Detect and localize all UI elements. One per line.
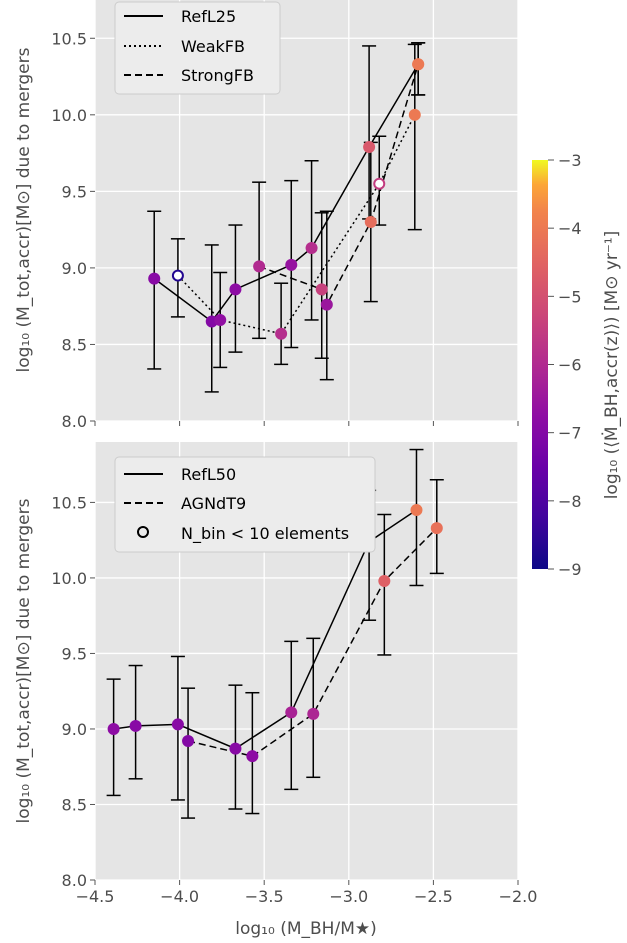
colorbar: −9 −8 −7 −6 −5 −4 −3 log₁₀ (⟨Ṁ_BH,accr(z)⟩) [M… xyxy=(532,151,622,579)
x-tick-label: −3.5 xyxy=(245,887,284,906)
x-axis-label: log₁₀ (M_BH/M★) xyxy=(235,919,376,939)
data-point-strongfb xyxy=(320,298,333,311)
data-point-strongfb xyxy=(364,215,377,228)
colorbar-tick-label: −4 xyxy=(558,219,582,238)
legend-label-refl25: RefL25 xyxy=(181,7,236,26)
y-tick-label: 8.0 xyxy=(62,412,87,431)
data-point-refl25 xyxy=(148,272,161,285)
data-point-agndt9 xyxy=(378,574,391,587)
bottom-x-ticks: −4.5 −4.0 −3.5 −3.0 −2.5 −2.0 xyxy=(76,880,538,906)
data-point-refl25 xyxy=(305,242,318,255)
bottom-y-ticks: 8.0 8.5 9.0 9.5 10.0 10.5 xyxy=(51,493,95,890)
data-point-weakfb xyxy=(171,269,184,282)
top-y-ticks: 8.0 8.5 9.0 9.5 10.0 10.5 xyxy=(51,29,95,431)
bottom-gridlines xyxy=(94,442,519,881)
y-tick-label: 9.0 xyxy=(62,720,87,739)
colorbar-tick-label: −6 xyxy=(558,356,582,375)
x-tick-label: −4.5 xyxy=(76,887,115,906)
data-point-weakfb xyxy=(275,327,288,340)
colorbar-label: log₁₀ (⟨Ṁ_BH,accr(z)⟩) [M⊙ yr⁻¹] xyxy=(601,231,622,500)
data-point-refl25 xyxy=(363,140,376,153)
data-point-weakfb xyxy=(408,108,421,121)
y-tick-label: 10.5 xyxy=(51,29,87,48)
colorbar-tick-label: −9 xyxy=(558,560,582,579)
data-point-refl50 xyxy=(229,742,242,755)
y-tick-label: 10.0 xyxy=(51,106,87,125)
bottom-legend: RefL50 AGNdT9 N_bin < 10 elements xyxy=(114,456,376,553)
data-point-refl50 xyxy=(129,719,142,732)
legend-open-marker xyxy=(137,526,149,538)
y-tick-label: 9.5 xyxy=(62,182,87,201)
colorbar-tick-label: −7 xyxy=(558,424,582,443)
bottom-panel: 8.0 8.5 9.0 9.5 10.0 10.5 −4.5 −4.0 −3.5 −3.0 −2.… xyxy=(14,442,537,939)
data-point-refl50 xyxy=(171,718,184,731)
data-point-agndt9 xyxy=(430,522,443,535)
legend-label-agndt9: AGNdT9 xyxy=(181,494,246,513)
y-tick-label: 8.0 xyxy=(62,871,87,890)
y-tick-label: 9.5 xyxy=(62,644,87,663)
data-point-refl50 xyxy=(285,706,298,719)
data-point-refl25 xyxy=(285,258,298,271)
legend-label-weakfb: WeakFB xyxy=(181,37,245,56)
legend-label-strongfb: StrongFB xyxy=(181,66,254,85)
legend-label-refl50: RefL50 xyxy=(181,465,236,484)
colorbar-tick-label: −5 xyxy=(558,287,582,306)
x-tick-label: −4.0 xyxy=(160,887,199,906)
data-point-agndt9 xyxy=(182,735,195,748)
top-legend: RefL25 WeakFB StrongFB xyxy=(114,1,281,95)
bottom-y-axis-label: log₁₀ (M_tot,accr)[M⊙] due to mergers xyxy=(14,498,34,823)
data-point-refl50 xyxy=(107,722,120,735)
top-panel: 8.0 8.5 9.0 9.5 10.0 10.5 log₁₀ (M_tot,accr)[… xyxy=(14,0,519,431)
data-point-refl25 xyxy=(229,283,242,296)
x-tick-label: −3.0 xyxy=(329,887,368,906)
data-point-agndt9 xyxy=(307,707,320,720)
y-tick-label: 8.5 xyxy=(62,335,87,354)
data-point-strongfb xyxy=(253,260,266,273)
colorbar-tick-label: −8 xyxy=(558,492,582,511)
colorbar-tick-label: −3 xyxy=(558,151,582,170)
data-point-refl50 xyxy=(410,503,423,516)
bottom-data-marks xyxy=(106,448,444,819)
colorbar-ticks: −9 −8 −7 −6 −5 −4 −3 xyxy=(548,151,582,579)
y-tick-label: 9.0 xyxy=(62,259,87,278)
y-tick-label: 8.5 xyxy=(62,795,87,814)
top-y-axis-label: log₁₀ (M_tot,accr)[M⊙] due to mergers xyxy=(14,47,34,372)
top-x-ticks xyxy=(94,421,519,426)
top-data-marks xyxy=(147,42,426,393)
x-tick-label: −2.5 xyxy=(414,887,453,906)
y-tick-label: 10.0 xyxy=(51,569,87,588)
data-point-agndt9 xyxy=(246,750,259,763)
colorbar-gradient xyxy=(532,160,548,569)
y-tick-label: 10.5 xyxy=(51,493,87,512)
series-line-weakfb xyxy=(177,114,416,335)
data-point-strongfb xyxy=(412,58,425,71)
data-point-strongfb xyxy=(315,283,328,296)
legend-label-nbin: N_bin < 10 elements xyxy=(181,524,349,544)
data-point-weakfb xyxy=(214,313,227,326)
x-tick-label: −2.0 xyxy=(499,887,538,906)
data-point-weakfb xyxy=(373,177,386,190)
